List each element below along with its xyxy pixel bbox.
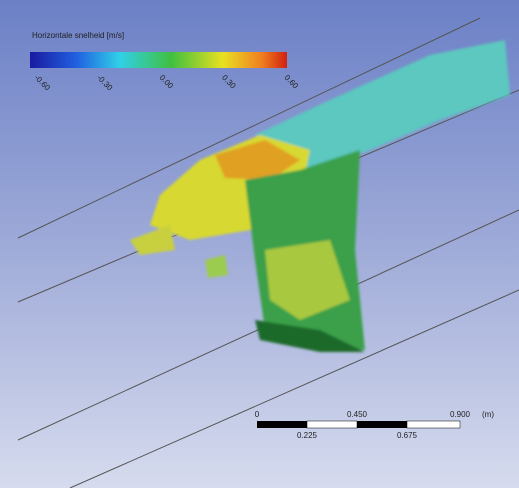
viewport: Horizontale snelheid [m/s] -0.60-0.300.0… (0, 0, 519, 488)
scale-label: 0.675 (397, 431, 418, 440)
scale-label: 0.225 (297, 431, 318, 440)
scale-unit: (m) (482, 410, 494, 419)
colorbar (30, 52, 287, 68)
scale-bar (257, 421, 460, 428)
scale-label: 0 (255, 410, 260, 419)
legend-title: Horizontale snelheid [m/s] (32, 31, 124, 40)
scale-label: 0.900 (450, 410, 471, 419)
scale-label: 0.450 (347, 410, 368, 419)
